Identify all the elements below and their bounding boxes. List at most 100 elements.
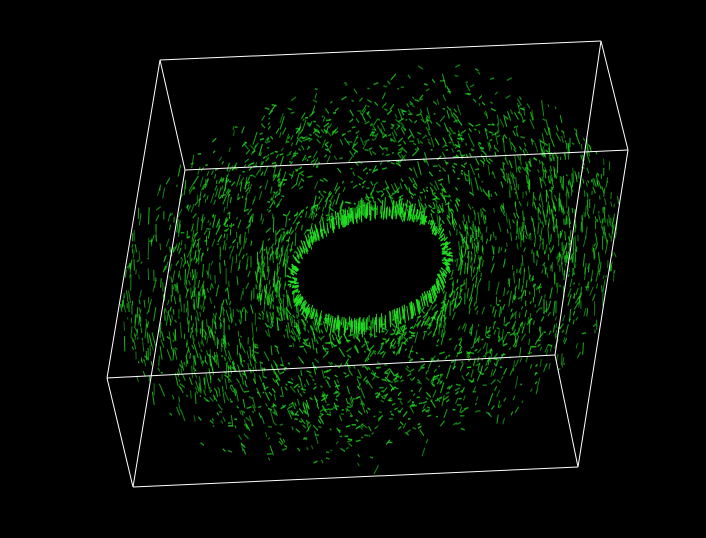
particle <box>610 229 614 243</box>
particle <box>580 221 582 232</box>
particle <box>270 345 273 356</box>
particle <box>521 333 526 341</box>
particle <box>567 191 570 199</box>
particle <box>571 256 573 263</box>
particle <box>466 92 472 96</box>
particle <box>452 132 456 135</box>
particle <box>402 148 408 154</box>
particle <box>412 185 418 190</box>
particle <box>419 140 424 145</box>
particle <box>324 195 329 203</box>
particle <box>440 242 444 247</box>
particle <box>553 166 555 173</box>
particle <box>199 394 202 398</box>
particle <box>305 206 309 210</box>
particle <box>441 307 444 318</box>
particle <box>391 131 397 143</box>
particle <box>356 350 360 354</box>
particle <box>308 138 312 143</box>
particle <box>295 293 299 298</box>
particle <box>297 122 302 139</box>
particle <box>468 122 474 128</box>
particle <box>195 294 198 309</box>
particle <box>496 130 499 133</box>
particle <box>550 157 553 162</box>
particle <box>447 205 453 215</box>
particle <box>438 323 441 328</box>
particle <box>550 264 552 271</box>
particle <box>349 397 354 407</box>
particle <box>513 212 517 219</box>
particle <box>198 197 202 202</box>
particle <box>423 330 427 333</box>
particle <box>455 286 459 291</box>
particle <box>460 288 463 292</box>
particle <box>286 408 293 420</box>
particle <box>176 282 179 294</box>
particle <box>299 392 303 398</box>
particle <box>278 233 282 243</box>
particle <box>397 335 401 345</box>
particle <box>277 328 280 331</box>
particle <box>337 220 340 230</box>
particle <box>289 409 294 417</box>
box-edge <box>132 169 186 488</box>
particle <box>469 191 475 197</box>
box-edge <box>106 377 134 488</box>
particle <box>358 183 361 186</box>
particle <box>267 437 271 440</box>
particle <box>323 122 330 128</box>
particle <box>361 365 365 368</box>
particle <box>304 306 307 312</box>
particle <box>466 351 471 355</box>
particle <box>395 314 398 328</box>
particle <box>369 131 374 137</box>
particle <box>446 85 451 95</box>
particle <box>512 130 516 137</box>
particle <box>416 146 420 151</box>
particle <box>504 248 507 253</box>
particle <box>470 148 473 151</box>
particle <box>510 232 513 242</box>
particle <box>488 131 493 134</box>
particle <box>207 263 210 279</box>
particle <box>246 264 249 271</box>
particle <box>563 362 566 366</box>
particle <box>534 304 536 308</box>
particle <box>490 378 496 385</box>
particle <box>140 327 143 334</box>
particle <box>179 363 183 369</box>
particle <box>248 395 253 400</box>
particle <box>252 396 256 409</box>
particle <box>455 397 459 405</box>
particle <box>299 128 303 135</box>
particle <box>425 369 430 374</box>
particle <box>259 258 264 274</box>
particle <box>302 401 306 405</box>
particle <box>311 105 316 115</box>
particle <box>393 386 399 390</box>
particle <box>268 209 272 213</box>
particle <box>392 340 397 348</box>
particle <box>232 390 236 395</box>
particle <box>455 154 460 158</box>
particle <box>575 316 579 321</box>
particle <box>315 312 318 318</box>
particle <box>149 239 153 243</box>
particle <box>439 182 443 186</box>
particle <box>314 314 319 326</box>
particle <box>603 225 606 239</box>
particle <box>301 137 305 140</box>
particle <box>548 127 552 139</box>
particle <box>613 269 616 274</box>
particle <box>392 328 395 333</box>
particle <box>340 349 345 358</box>
particle <box>267 246 271 256</box>
particle <box>322 218 326 234</box>
particle <box>299 135 303 140</box>
particle <box>477 173 480 179</box>
particle <box>547 147 552 157</box>
particle <box>565 186 570 194</box>
particle <box>300 247 304 255</box>
particle <box>372 351 376 356</box>
